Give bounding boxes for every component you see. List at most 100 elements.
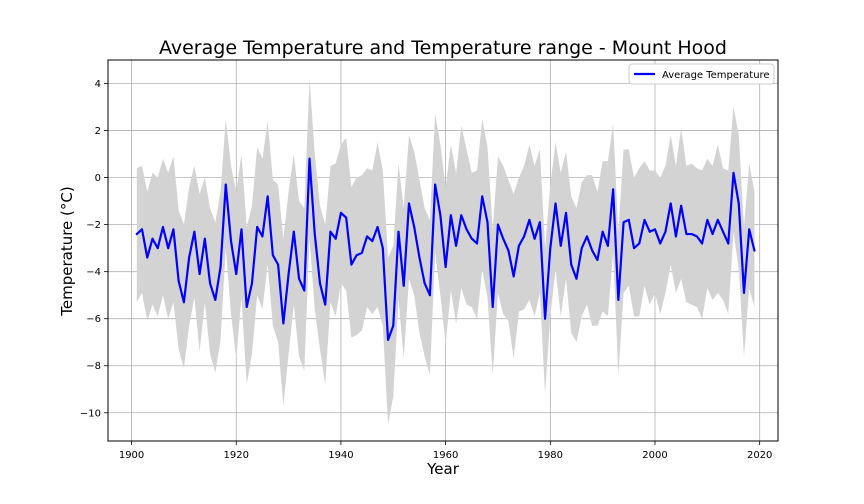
average-temperature-point bbox=[434, 183, 437, 186]
average-temperature-point bbox=[198, 273, 201, 276]
average-temperature-point bbox=[544, 317, 547, 320]
average-temperature-point bbox=[606, 244, 609, 247]
average-temperature-point bbox=[256, 225, 259, 228]
x-tick-label: 1960 bbox=[433, 450, 458, 461]
average-temperature-point bbox=[381, 247, 384, 250]
average-temperature-point bbox=[685, 233, 688, 236]
chart-title: Average Temperature and Temperature rang… bbox=[159, 37, 727, 59]
y-axis-label: Temperature (°C) bbox=[58, 186, 76, 316]
average-temperature-points bbox=[135, 157, 756, 341]
average-temperature-point bbox=[737, 202, 740, 205]
average-temperature-point bbox=[570, 263, 573, 266]
average-temperature-point bbox=[240, 228, 243, 231]
average-temperature-point bbox=[250, 282, 253, 285]
y-tick-label: 2 bbox=[95, 126, 101, 137]
average-temperature-point bbox=[633, 247, 636, 250]
average-temperature-point bbox=[648, 230, 651, 233]
x-tick-label: 1940 bbox=[328, 450, 353, 461]
average-temperature-point bbox=[664, 230, 667, 233]
average-temperature-point bbox=[653, 228, 656, 231]
average-temperature-point bbox=[591, 249, 594, 252]
average-temperature-point bbox=[622, 221, 625, 224]
average-temperature-point bbox=[627, 218, 630, 221]
temperature-range-band bbox=[136, 78, 755, 425]
legend-label-average-temperature: Average Temperature bbox=[662, 70, 770, 81]
average-temperature-point bbox=[413, 225, 416, 228]
average-temperature-point bbox=[287, 273, 290, 276]
plot-frame bbox=[107, 59, 779, 442]
average-temperature-point bbox=[559, 244, 562, 247]
average-temperature-point bbox=[580, 247, 583, 250]
average-temperature-point bbox=[135, 233, 138, 236]
average-temperature-point bbox=[523, 235, 526, 238]
average-temperature-point bbox=[402, 284, 405, 287]
average-temperature-point bbox=[533, 237, 536, 240]
x-axis-label: Year bbox=[426, 460, 460, 478]
x-tick-label: 1980 bbox=[538, 450, 563, 461]
average-temperature-point bbox=[596, 258, 599, 261]
average-temperature-point bbox=[214, 298, 217, 301]
average-temperature-point bbox=[376, 225, 379, 228]
average-temperature-point bbox=[151, 237, 154, 240]
average-temperature-point bbox=[449, 214, 452, 217]
average-temperature-point bbox=[423, 282, 426, 285]
average-temperature-point bbox=[271, 254, 274, 257]
average-temperature-point bbox=[329, 230, 332, 233]
average-temperature-point bbox=[690, 233, 693, 236]
average-temperature-point bbox=[266, 195, 269, 198]
average-temperature-point bbox=[465, 228, 468, 231]
average-temperature-point bbox=[601, 230, 604, 233]
average-temperature-point bbox=[455, 244, 458, 247]
average-temperature-point bbox=[339, 211, 342, 214]
y-tick-label: −6 bbox=[86, 314, 101, 325]
y-tick-label: −8 bbox=[86, 361, 101, 372]
average-temperature-point bbox=[161, 225, 164, 228]
average-temperature-point bbox=[538, 221, 541, 224]
average-temperature-point bbox=[742, 291, 745, 294]
average-temperature-point bbox=[235, 273, 238, 276]
legend: Average Temperature bbox=[628, 63, 775, 85]
average-temperature-point bbox=[193, 230, 196, 233]
y-tick-label: −10 bbox=[80, 408, 101, 419]
average-temperature-point bbox=[261, 235, 264, 238]
average-temperature-point bbox=[334, 237, 337, 240]
average-temperature-point bbox=[439, 214, 442, 217]
average-temperature-point bbox=[177, 280, 180, 283]
average-temperature-point bbox=[318, 282, 321, 285]
average-temperature-point bbox=[638, 242, 641, 245]
average-temperature-point bbox=[727, 242, 730, 245]
average-temperature-point bbox=[460, 214, 463, 217]
average-temperature-point bbox=[182, 301, 185, 304]
average-temperature-point bbox=[209, 282, 212, 285]
legend-box bbox=[628, 63, 775, 85]
average-temperature-point bbox=[732, 171, 735, 174]
average-temperature-point bbox=[643, 218, 646, 221]
average-temperature-point bbox=[292, 230, 295, 233]
average-temperature-point bbox=[701, 242, 704, 245]
average-temperature-point bbox=[565, 211, 568, 214]
average-temperature-point bbox=[350, 263, 353, 266]
average-temperature-point bbox=[219, 265, 222, 268]
average-temperature-point bbox=[612, 188, 615, 191]
average-temperature-point bbox=[141, 228, 144, 231]
average-temperature-point bbox=[549, 247, 552, 250]
average-temperature-point bbox=[360, 251, 363, 254]
average-temperature-point bbox=[491, 305, 494, 308]
average-temperature-point bbox=[444, 265, 447, 268]
average-temperature-point bbox=[716, 218, 719, 221]
average-temperature-point bbox=[167, 247, 170, 250]
average-temperature-point bbox=[711, 233, 714, 236]
average-temperature-point bbox=[418, 256, 421, 259]
y-axis-ticks: −10 −8 −6 −4 −2 0 2 4 bbox=[80, 79, 108, 419]
average-temperature-point bbox=[502, 237, 505, 240]
average-temperature-point bbox=[585, 235, 588, 238]
average-temperature-point bbox=[324, 303, 327, 306]
average-temperature-point bbox=[392, 324, 395, 327]
x-tick-label: 2020 bbox=[747, 450, 772, 461]
average-temperature-point bbox=[753, 249, 756, 252]
average-temperature-point bbox=[224, 183, 227, 186]
average-temperature-point bbox=[156, 247, 159, 250]
average-temperature-point bbox=[470, 237, 473, 240]
average-temperature-point bbox=[203, 237, 206, 240]
